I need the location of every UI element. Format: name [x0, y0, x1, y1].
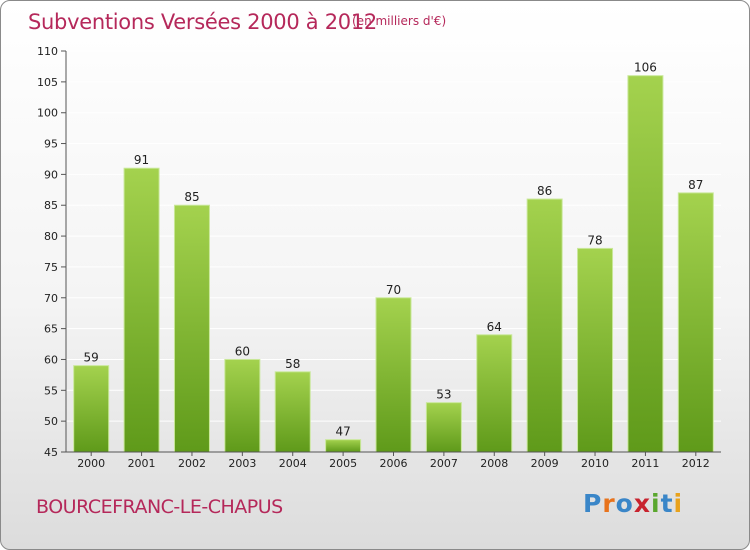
y-tick-label: 55 — [44, 384, 58, 397]
bar-value-label: 78 — [587, 233, 602, 247]
y-tick-label: 45 — [44, 446, 58, 459]
logo-letter: i — [673, 489, 684, 518]
logo-letter: i — [651, 489, 661, 518]
proxiti-logo[interactable]: Proxiti — [583, 489, 683, 518]
bar-value-label: 70 — [386, 283, 401, 297]
x-tick-label: 2001 — [128, 457, 156, 470]
y-tick-label: 60 — [44, 353, 58, 366]
x-tick-label: 2010 — [581, 457, 609, 470]
bar — [476, 334, 513, 453]
logo-letter: o — [615, 489, 634, 518]
logo-letter: t — [660, 489, 674, 518]
unit-note: (en milliers d'€) — [352, 14, 447, 28]
bar-value-label: 53 — [436, 388, 451, 402]
y-tick-label: 80 — [44, 230, 58, 243]
bar — [526, 198, 563, 453]
bar — [677, 192, 714, 453]
x-tick-label: 2006 — [380, 457, 408, 470]
y-tick-label: 70 — [44, 292, 58, 305]
bar-value-label: 64 — [487, 320, 502, 334]
place-name: BOURCEFRANC-LE-CHAPUS — [36, 496, 283, 518]
bar — [224, 358, 261, 453]
bar-value-label: 47 — [335, 425, 350, 439]
bar — [173, 204, 210, 453]
axes: 45 50 55 60 65 70 75 80 85 90 95 100 105 110 2000 2001 2… — [37, 45, 721, 470]
logo-letter: x — [633, 489, 651, 518]
logo-letter: r — [602, 489, 616, 518]
bar — [577, 247, 614, 453]
y-tick-label: 75 — [44, 261, 58, 274]
x-tick-label: 2004 — [279, 457, 307, 470]
bar — [274, 371, 311, 453]
x-tick-label: 2000 — [77, 457, 105, 470]
bar-value-label: 58 — [285, 357, 300, 371]
bar-value-label: 91 — [134, 153, 149, 167]
bar — [375, 297, 412, 453]
x-tick-label: 2007 — [430, 457, 458, 470]
y-tick-label: 50 — [44, 415, 58, 428]
bar-value-label: 86 — [537, 184, 552, 198]
y-tick-label: 95 — [44, 138, 58, 151]
chart-title: Subventions Versées 2000 à 2012 — [28, 10, 377, 34]
bar-value-label: 87 — [688, 178, 703, 192]
bar-value-label: 85 — [184, 190, 199, 204]
bar — [425, 402, 462, 453]
y-tick-label: 110 — [37, 45, 58, 58]
bar — [123, 167, 160, 453]
y-tick-label: 85 — [44, 199, 58, 212]
bar — [73, 365, 110, 453]
x-tick-label: 2005 — [329, 457, 357, 470]
bar — [627, 75, 664, 453]
y-tick-label: 65 — [44, 323, 58, 336]
x-tick-label: 2009 — [531, 457, 559, 470]
bar-value-label: 59 — [84, 351, 99, 365]
y-tick-label: 100 — [37, 107, 58, 120]
x-tick-label: 2003 — [228, 457, 256, 470]
y-tick-label: 105 — [37, 76, 58, 89]
y-tick-label: 90 — [44, 168, 58, 181]
x-tick-label: 2012 — [682, 457, 710, 470]
x-tick-label: 2008 — [480, 457, 508, 470]
x-tick-label: 2002 — [178, 457, 206, 470]
bars: 59 91 85 60 58 47 70 53 64 86 78 106 87 — [73, 61, 714, 453]
bar-value-label: 106 — [634, 61, 657, 75]
bar — [325, 439, 362, 453]
x-tick-label: 2011 — [631, 457, 659, 470]
logo-letter: P — [583, 489, 603, 518]
bar-value-label: 60 — [235, 344, 250, 358]
